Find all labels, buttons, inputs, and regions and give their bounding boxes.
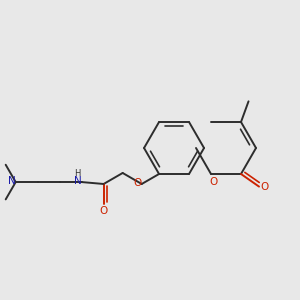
Text: O: O [100, 206, 108, 216]
Text: O: O [260, 182, 268, 192]
Text: O: O [134, 178, 142, 188]
Text: H: H [74, 169, 81, 178]
Text: O: O [209, 177, 217, 187]
Text: N: N [74, 176, 82, 186]
Text: N: N [8, 176, 16, 186]
